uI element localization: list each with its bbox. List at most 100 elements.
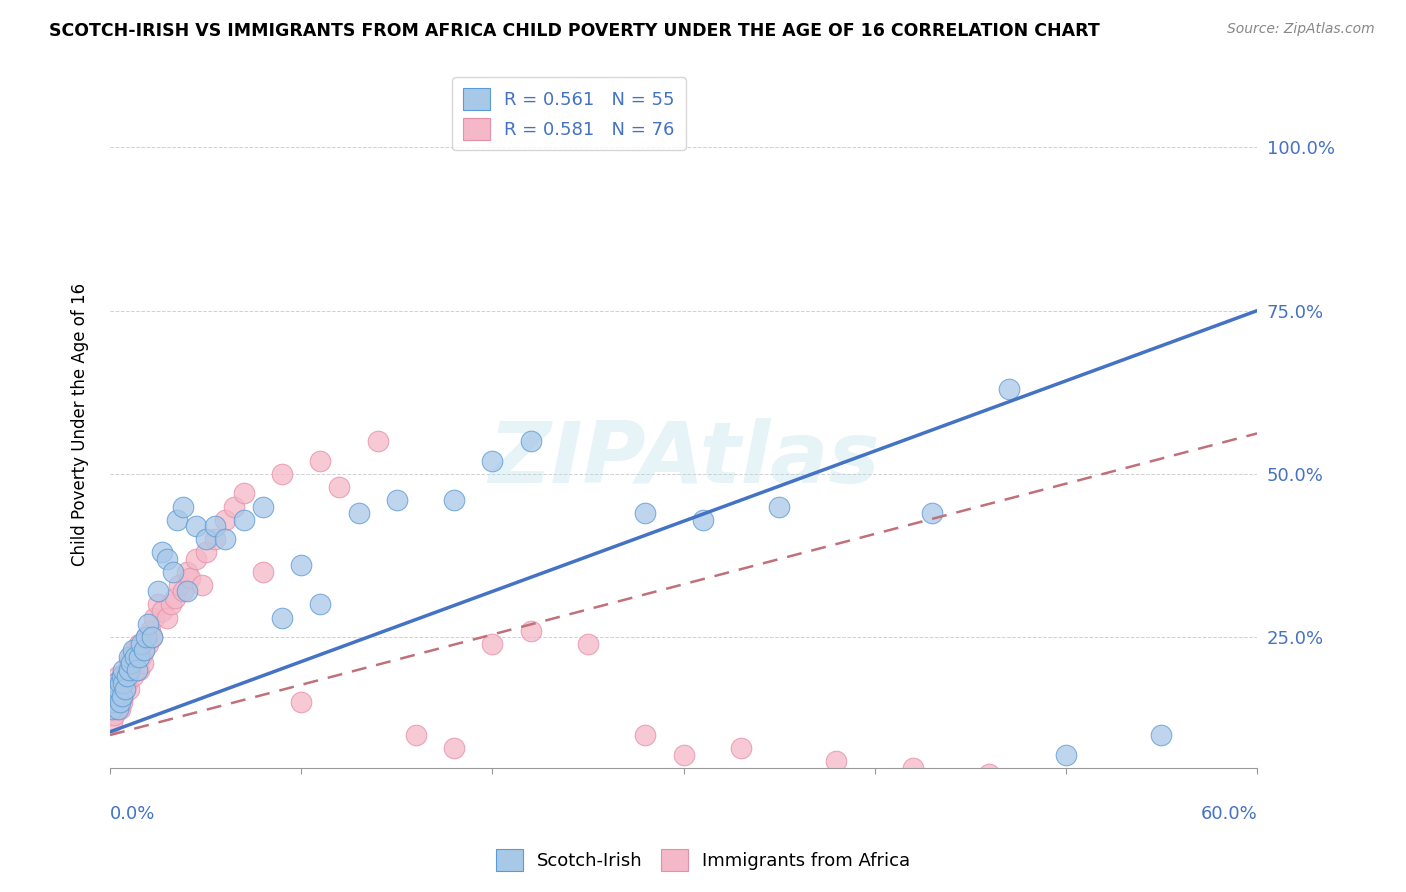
Point: [252, 565, 274, 579]
Point: [146, 598, 169, 612]
Point: [141, 630, 163, 644]
Point: [290, 558, 312, 573]
Point: [184, 519, 207, 533]
Point: [112, 675, 135, 690]
Point: [519, 624, 541, 638]
Point: [118, 657, 141, 671]
Point: [110, 695, 132, 709]
Point: [232, 486, 254, 500]
Point: [122, 669, 145, 683]
Point: [204, 519, 226, 533]
Point: [979, 767, 1001, 781]
Point: [107, 702, 129, 716]
Point: [162, 565, 184, 579]
Point: [347, 506, 370, 520]
Point: [328, 480, 350, 494]
Point: [184, 551, 207, 566]
Point: [114, 669, 136, 683]
Text: 0.0%: 0.0%: [110, 805, 156, 823]
Point: [481, 454, 503, 468]
Point: [367, 434, 389, 449]
Point: [167, 578, 190, 592]
Point: [110, 669, 132, 683]
Point: [120, 649, 142, 664]
Point: [118, 649, 141, 664]
Point: [117, 663, 139, 677]
Point: [104, 689, 127, 703]
Point: [997, 382, 1019, 396]
Text: SCOTCH-IRISH VS IMMIGRANTS FROM AFRICA CHILD POVERTY UNDER THE AGE OF 16 CORRELA: SCOTCH-IRISH VS IMMIGRANTS FROM AFRICA C…: [49, 22, 1099, 40]
Point: [135, 630, 157, 644]
Point: [110, 682, 132, 697]
Point: [160, 598, 183, 612]
Point: [125, 663, 148, 677]
Point: [139, 624, 162, 638]
Point: [150, 545, 173, 559]
Point: [232, 513, 254, 527]
Point: [191, 578, 214, 592]
Point: [194, 532, 217, 546]
Point: [108, 675, 131, 690]
Y-axis label: Child Poverty Under the Age of 16: Child Poverty Under the Age of 16: [72, 284, 89, 566]
Point: [110, 669, 132, 683]
Legend: Scotch-Irish, Immigrants from Africa: Scotch-Irish, Immigrants from Africa: [488, 842, 918, 879]
Point: [110, 689, 132, 703]
Point: [112, 663, 135, 677]
Point: [104, 702, 127, 716]
Point: [118, 669, 141, 683]
Point: [103, 689, 125, 703]
Text: 60.0%: 60.0%: [1201, 805, 1257, 823]
Point: [122, 643, 145, 657]
Point: [921, 506, 943, 520]
Point: [1150, 728, 1173, 742]
Point: [385, 493, 408, 508]
Point: [825, 754, 848, 768]
Point: [107, 682, 129, 697]
Point: [124, 643, 146, 657]
Point: [118, 663, 141, 677]
Point: [108, 702, 131, 716]
Point: [124, 649, 146, 664]
Point: [768, 500, 790, 514]
Point: [107, 669, 129, 683]
Point: [146, 584, 169, 599]
Point: [156, 551, 179, 566]
Point: [120, 663, 142, 677]
Point: [128, 649, 150, 664]
Point: [107, 682, 129, 697]
Point: [290, 695, 312, 709]
Point: [103, 695, 125, 709]
Point: [114, 682, 136, 697]
Point: [730, 741, 752, 756]
Point: [128, 637, 150, 651]
Point: [134, 643, 156, 657]
Legend: R = 0.561   N = 55, R = 0.581   N = 76: R = 0.561 N = 55, R = 0.581 N = 76: [451, 78, 686, 151]
Point: [166, 513, 188, 527]
Point: [692, 513, 714, 527]
Point: [634, 728, 657, 742]
Point: [176, 584, 198, 599]
Text: ZIPAtlas: ZIPAtlas: [488, 417, 879, 500]
Point: [176, 565, 198, 579]
Point: [136, 617, 159, 632]
Point: [107, 695, 129, 709]
Point: [576, 637, 599, 651]
Point: [1054, 747, 1077, 762]
Point: [224, 500, 246, 514]
Point: [165, 591, 187, 605]
Point: [309, 598, 332, 612]
Point: [204, 532, 226, 546]
Point: [271, 467, 294, 481]
Point: [1054, 773, 1077, 788]
Point: [214, 513, 236, 527]
Point: [143, 610, 166, 624]
Point: [172, 500, 194, 514]
Point: [672, 747, 695, 762]
Point: [405, 728, 427, 742]
Point: [112, 689, 135, 703]
Point: [101, 702, 124, 716]
Point: [134, 643, 156, 657]
Point: [443, 493, 465, 508]
Point: [108, 695, 131, 709]
Point: [104, 675, 127, 690]
